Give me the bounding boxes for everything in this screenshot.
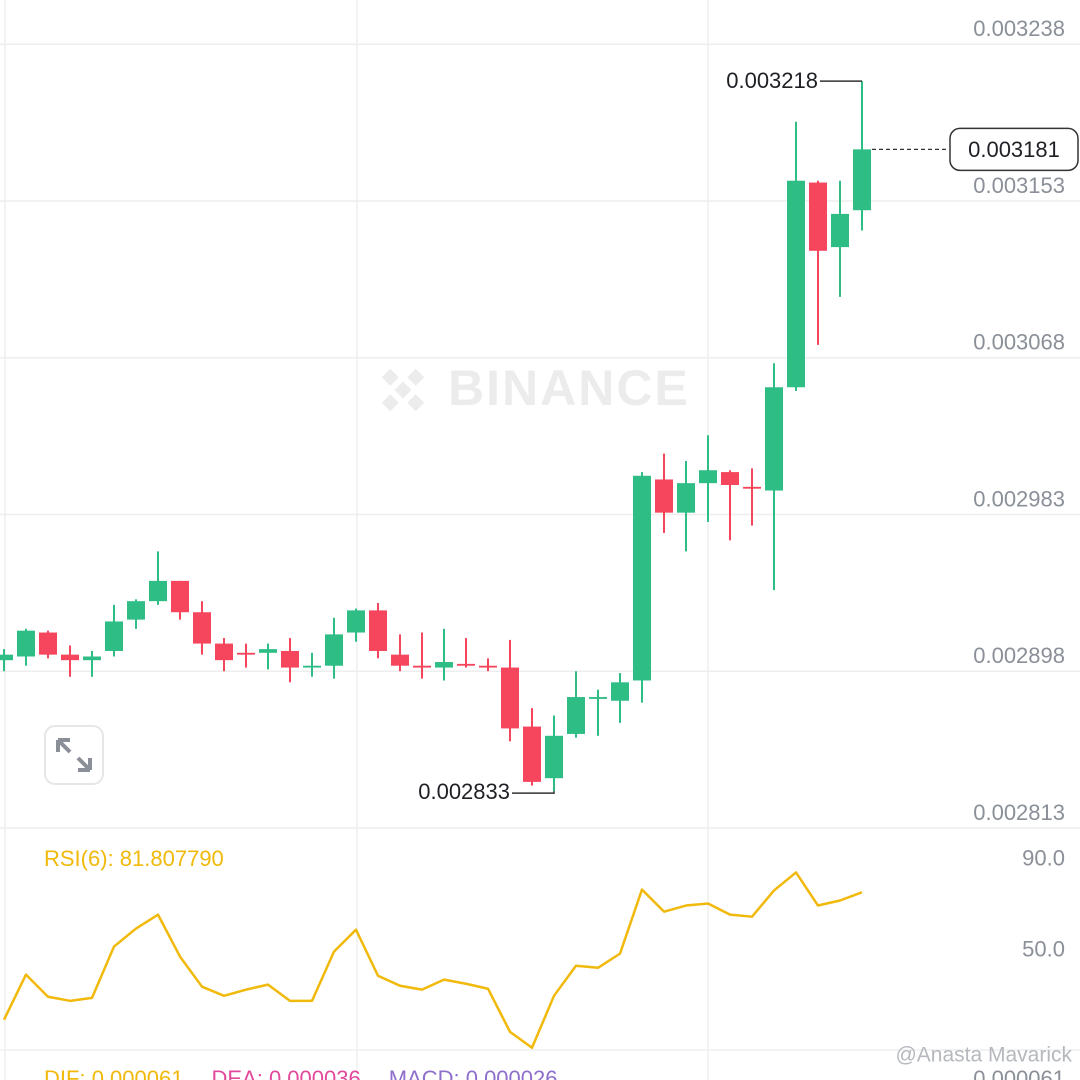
candle-body — [61, 654, 79, 661]
plot: 0.003238 0.003153 0.003068 0.002983 0.002898… — [0, 16, 1080, 1050]
candle-body — [391, 654, 409, 666]
candle-body — [853, 149, 871, 211]
candle-body — [171, 580, 189, 613]
watermark: BINANCE — [381, 360, 690, 416]
candle-body — [699, 470, 717, 484]
candle-body — [743, 486, 761, 489]
macd-name: DIF — [44, 1066, 79, 1080]
credit: @Anasta Mavarick — [895, 1044, 1072, 1067]
y-tick-label: 0.003153 — [973, 173, 1065, 198]
candle-body — [325, 634, 343, 666]
candle-body — [83, 656, 101, 661]
y-tick-label: 90.0 — [1022, 845, 1065, 870]
macd-sep: : — [257, 1066, 269, 1080]
y-tick-label: 0.002983 — [973, 486, 1065, 511]
candle-body — [633, 475, 651, 681]
candle-body — [237, 652, 255, 655]
macd-sep: : — [79, 1066, 91, 1080]
expand-button-frame[interactable] — [44, 725, 104, 785]
candle-body — [611, 682, 629, 701]
candle-body — [501, 667, 519, 729]
last-price-box — [949, 127, 1079, 172]
candle-body — [765, 387, 783, 491]
y-tick-label: 0.002898 — [973, 643, 1065, 668]
candle-body — [567, 697, 585, 734]
rsi-line — [2, 871, 863, 1050]
macd-value: 0.000036 — [269, 1066, 361, 1080]
macd-value: 0.000026 — [466, 1066, 558, 1080]
candle-body — [0, 654, 13, 661]
candle-body — [259, 649, 277, 653]
macd-legend: DIF: 0.000061 DEA: 0.000036 MACD: 0.000026 — [44, 1066, 557, 1080]
candle-body — [105, 621, 123, 651]
candle-body — [721, 472, 739, 485]
y-tick-label: 0.003068 — [973, 330, 1065, 355]
candle-body — [655, 479, 673, 513]
rsi-legend: RSI(6): 81.807790 — [44, 846, 224, 871]
rsi-sep: : — [108, 846, 120, 871]
low-connector — [512, 791, 555, 794]
macd-name: MACD — [389, 1066, 454, 1080]
macd-sep: : — [453, 1066, 465, 1080]
candle-body — [303, 665, 321, 668]
candle-body — [215, 643, 233, 661]
last-price-label: 0.003181 — [968, 137, 1060, 162]
candle-body — [809, 182, 827, 251]
macd-name: DEA — [211, 1066, 257, 1080]
candle-body — [479, 665, 497, 668]
expand-icon[interactable] — [56, 738, 92, 772]
candle-body — [831, 213, 849, 248]
candle-body — [149, 580, 167, 602]
high-label: 0.003218 — [726, 68, 818, 93]
candle-body — [545, 735, 563, 779]
watermark-logo — [381, 368, 425, 412]
y-tick-label: 0.003238 — [973, 16, 1065, 41]
candle-body — [17, 630, 35, 657]
candle-body — [193, 612, 211, 644]
candle-body — [369, 610, 387, 651]
candle-body — [347, 610, 365, 633]
candle-body — [127, 601, 145, 620]
candle-body — [589, 697, 607, 699]
rsi-value: 81.807790 — [120, 846, 224, 871]
candle-body — [39, 632, 57, 655]
candle-body — [457, 663, 475, 666]
candle-body — [281, 650, 299, 668]
macd-axis-label: 0.000061 — [973, 1066, 1065, 1080]
candle-body — [677, 483, 695, 513]
low-label: 0.002833 — [418, 779, 510, 804]
expand-button[interactable] — [44, 725, 104, 785]
y-tick-label: 0.002813 — [973, 800, 1065, 825]
candle-body — [413, 665, 431, 668]
candle-body — [435, 662, 453, 668]
y-tick-label: 50.0 — [1022, 937, 1065, 962]
candle-body — [523, 726, 541, 782]
candle-body — [787, 180, 805, 388]
rsi-name: RSI(6) — [44, 846, 108, 871]
watermark-text: BINANCE — [448, 360, 690, 416]
macd-value: 0.000061 — [92, 1066, 184, 1080]
